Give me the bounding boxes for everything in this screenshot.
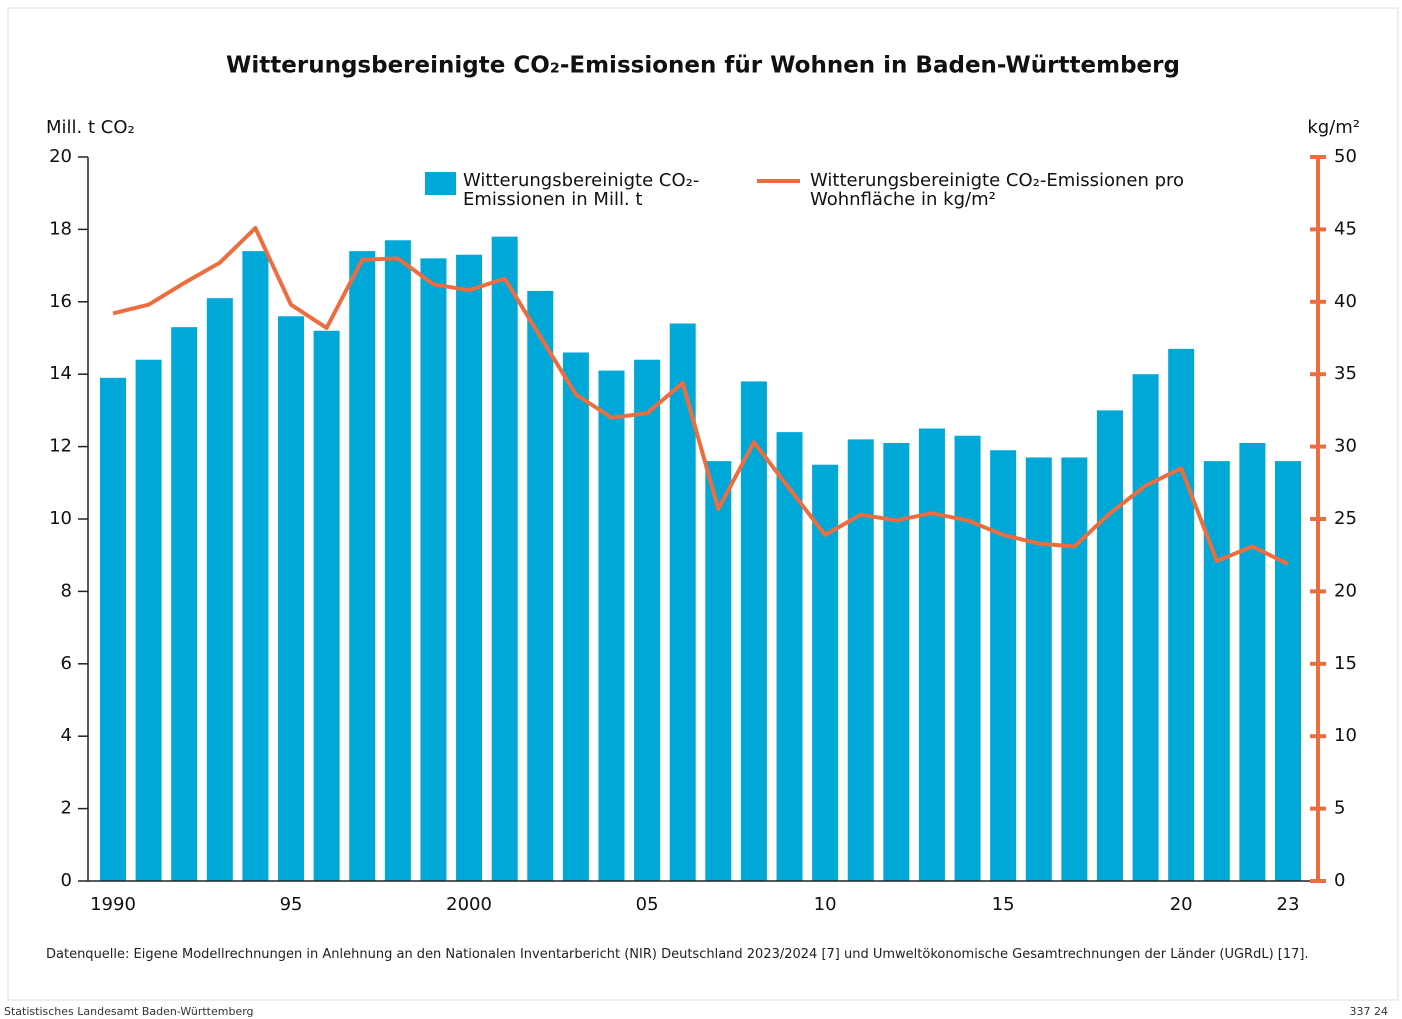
bar xyxy=(1239,442,1266,881)
x-tick-label: 05 xyxy=(636,894,659,915)
y-tick-label: 4 xyxy=(61,725,72,746)
bar xyxy=(598,370,625,881)
x-tick-label: 15 xyxy=(992,894,1015,915)
y2-axis-label: kg/m² xyxy=(1307,117,1360,138)
bar xyxy=(918,428,945,881)
bar xyxy=(349,251,376,881)
bar xyxy=(562,352,589,882)
legend-swatch xyxy=(425,172,456,195)
bar xyxy=(278,316,305,881)
bar xyxy=(420,258,447,881)
bar xyxy=(847,439,874,881)
y2-tick-label: 25 xyxy=(1334,508,1357,529)
y2-tick-label: 5 xyxy=(1334,798,1345,819)
y2-tick-label: 45 xyxy=(1334,218,1357,239)
legend-label: Witterungsbereinigte CO₂-Emissionen in M… xyxy=(463,170,700,210)
bar xyxy=(954,435,981,881)
y-tick-label: 2 xyxy=(61,798,72,819)
line xyxy=(112,226,1289,566)
bar xyxy=(242,251,269,881)
y-tick-label: 14 xyxy=(49,363,72,384)
y2-tick-label: 50 xyxy=(1334,146,1357,167)
y-tick-label: 0 xyxy=(61,870,72,891)
x-tick-label: 20 xyxy=(1170,894,1193,915)
y-tick-label: 6 xyxy=(61,653,72,674)
bar xyxy=(1096,410,1123,881)
legend-label: Witterungsbereinigte CO₂-Emissionen pro … xyxy=(810,170,1185,210)
chart-title: Witterungsbereinigte CO₂-Emissionen für … xyxy=(226,53,1180,79)
bar xyxy=(1061,457,1088,881)
y2-tick-label: 35 xyxy=(1334,363,1357,384)
y-axis-label: Mill. t CO₂ xyxy=(46,117,135,138)
y-tick-label: 8 xyxy=(61,580,72,601)
chart-id: 337 24 xyxy=(1349,1005,1389,1018)
bar xyxy=(206,298,233,881)
x-tick-label: 1990 xyxy=(90,894,136,915)
y-tick-label: 16 xyxy=(49,291,72,312)
y-tick-label: 18 xyxy=(49,218,72,239)
y2-tick-label: 40 xyxy=(1334,291,1357,312)
y2-tick-label: 20 xyxy=(1334,580,1357,601)
bar xyxy=(740,381,767,881)
x-tick-label: 23 xyxy=(1277,894,1300,915)
legend-swatch xyxy=(757,179,800,183)
y2-tick-label: 0 xyxy=(1334,870,1345,891)
bar xyxy=(1275,461,1301,881)
bar xyxy=(634,359,661,882)
bar xyxy=(491,236,518,881)
bar xyxy=(456,254,483,882)
frame xyxy=(7,7,1399,1001)
bar xyxy=(776,432,803,881)
y2-tick-label: 30 xyxy=(1334,436,1357,457)
bar xyxy=(1132,374,1159,881)
bar xyxy=(990,450,1017,881)
y-tick-label: 10 xyxy=(49,508,72,529)
x-tick-label: 2000 xyxy=(446,894,492,915)
x-tick-label: 10 xyxy=(814,894,837,915)
source-note: Datenquelle: Eigene Modellrechnungen in … xyxy=(46,947,1309,962)
bar xyxy=(384,240,411,881)
bar xyxy=(883,442,910,881)
bar xyxy=(812,464,839,881)
publisher: Statistisches Landesamt Baden-Württember… xyxy=(4,1005,254,1018)
bar xyxy=(527,290,554,881)
bar xyxy=(1203,461,1230,881)
bar xyxy=(171,327,198,881)
y-tick-label: 20 xyxy=(49,146,72,167)
bar xyxy=(135,359,162,882)
y2-tick-label: 15 xyxy=(1334,653,1357,674)
bar xyxy=(669,323,696,881)
bar xyxy=(313,330,340,881)
y-tick-label: 12 xyxy=(49,436,72,457)
bar xyxy=(1025,457,1052,881)
bar xyxy=(705,461,732,881)
x-tick-label: 95 xyxy=(280,894,303,915)
bar xyxy=(100,377,126,881)
bar xyxy=(1168,348,1195,881)
y2-tick-label: 10 xyxy=(1334,725,1357,746)
